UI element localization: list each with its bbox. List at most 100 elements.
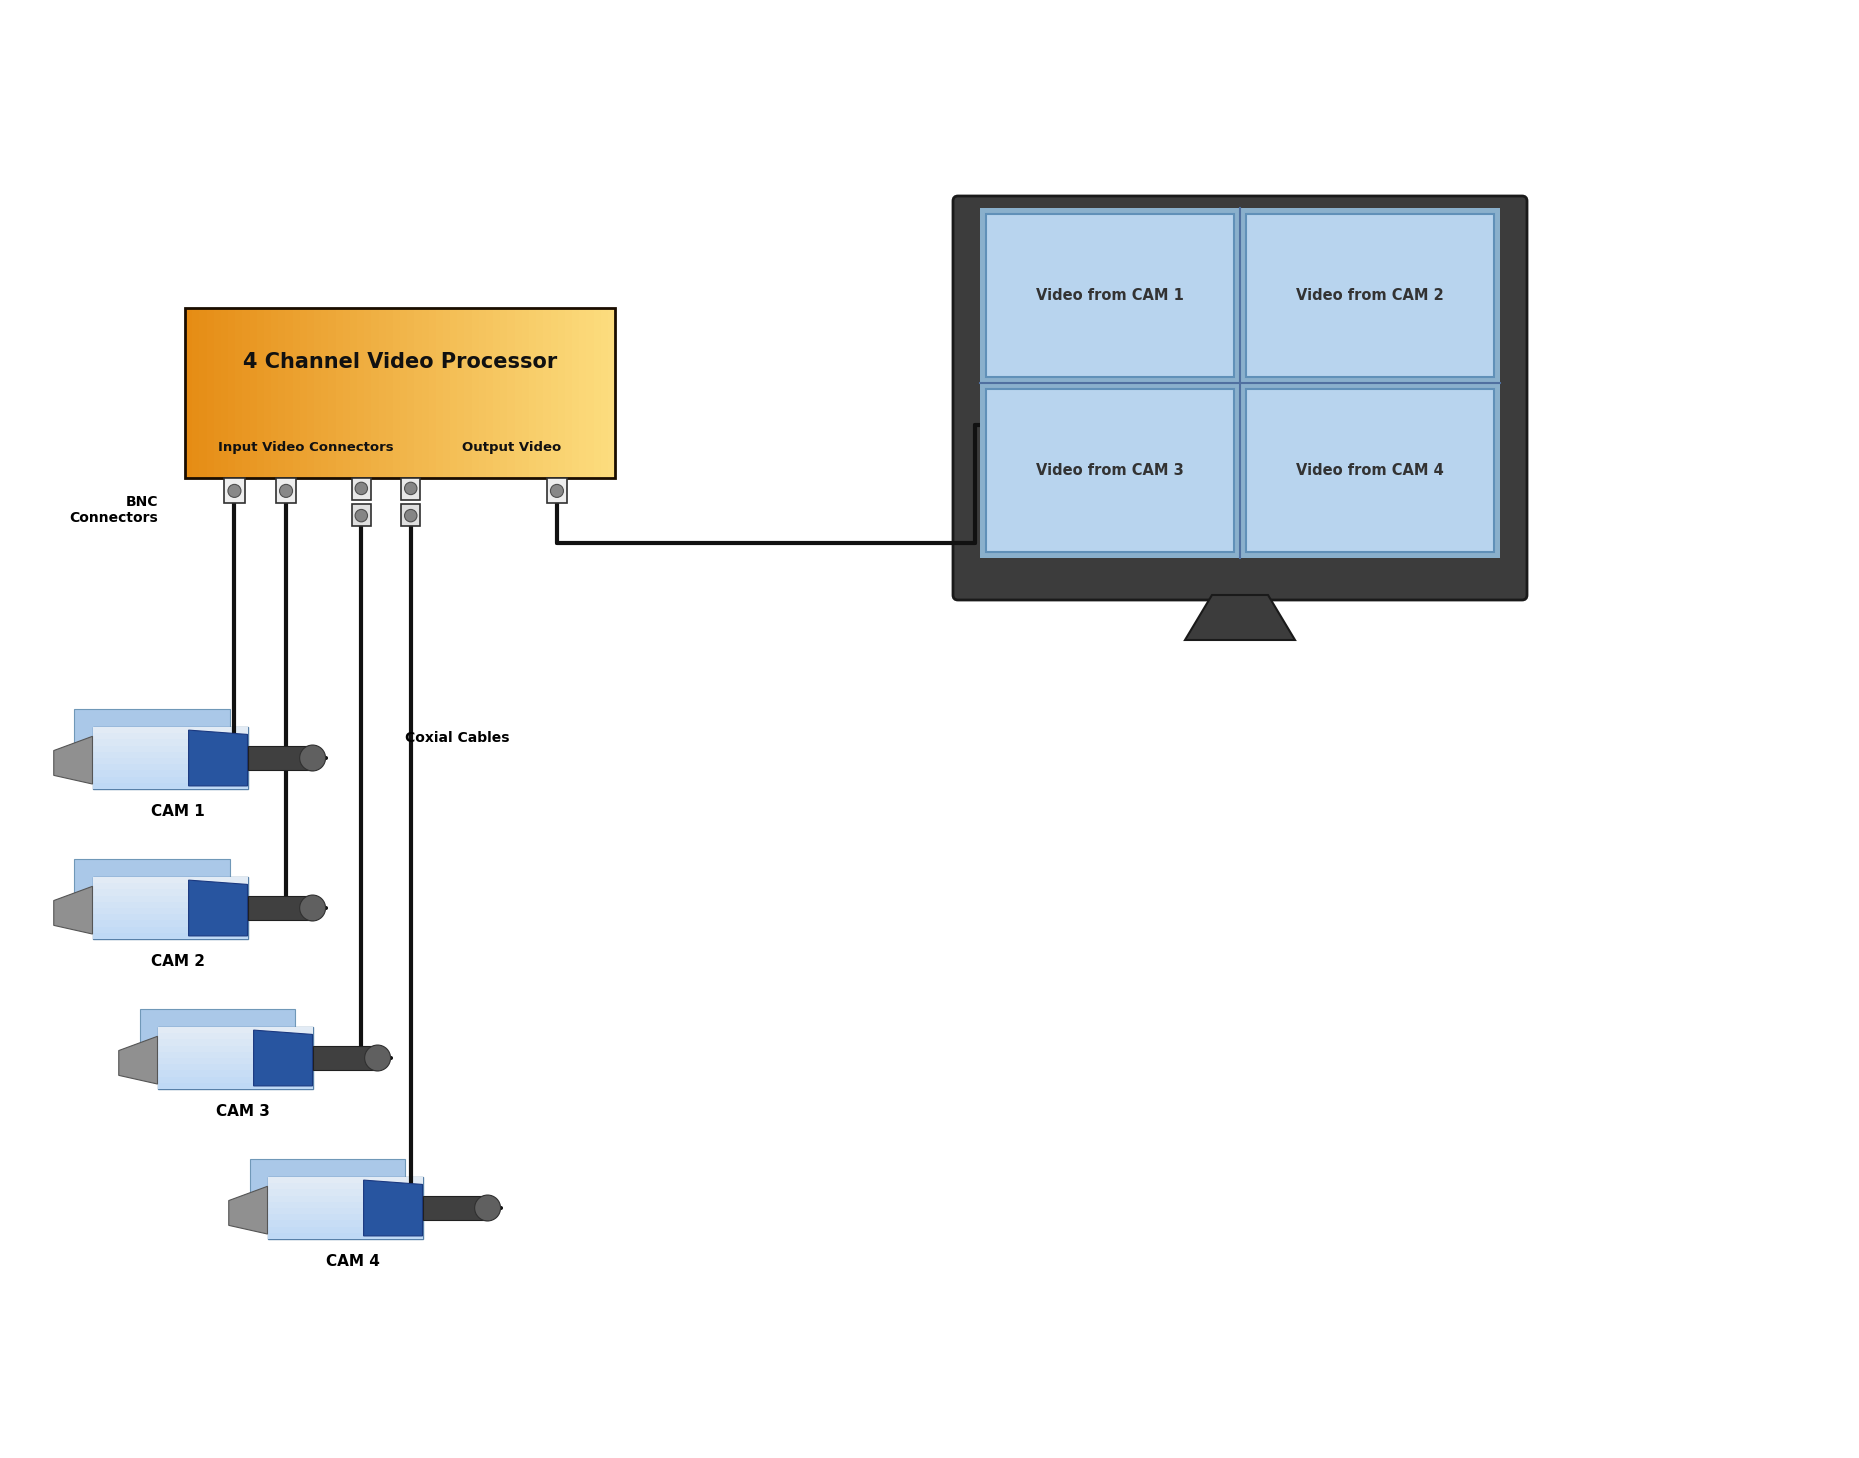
Bar [480,308,487,478]
Polygon shape [139,1009,294,1072]
Bar [284,308,294,478]
Circle shape [550,484,563,497]
Polygon shape [119,1037,158,1085]
Bar [236,308,244,478]
Bar [379,308,387,478]
Text: CAM 4: CAM 4 [325,1254,379,1268]
Bar [573,308,580,478]
Bar [158,1026,312,1034]
Circle shape [355,509,368,522]
Bar [385,308,394,478]
Bar [515,308,522,478]
Bar [268,1177,422,1184]
Bar [565,308,573,478]
Text: Input Video Connectors: Input Video Connectors [218,440,394,453]
Circle shape [229,484,242,497]
Bar [268,1226,422,1233]
Text: 4 Channel Video Processor: 4 Channel Video Processor [244,353,558,372]
Bar [980,208,1500,558]
Text: BNC
Connectors: BNC Connectors [69,494,158,525]
Polygon shape [253,1031,312,1086]
Bar [608,308,615,478]
Bar [493,308,502,478]
Bar [429,308,437,478]
Bar [221,308,229,478]
Text: CAM 2: CAM 2 [151,954,204,970]
Polygon shape [268,1177,422,1239]
Bar [485,308,494,478]
Bar [93,733,247,739]
Polygon shape [158,1026,312,1089]
Polygon shape [54,886,93,935]
Bar [93,914,247,920]
Bar [392,308,402,478]
Bar [186,308,193,478]
Bar [279,308,286,478]
Text: CAM 3: CAM 3 [216,1104,270,1118]
Bar [457,308,465,478]
Bar [93,758,247,764]
Bar [535,308,545,478]
Bar [593,308,602,478]
Bar [586,308,595,478]
Bar [158,1051,312,1059]
Bar [415,308,422,478]
Bar [247,746,312,770]
Bar [268,1220,422,1226]
Bar [158,1083,312,1089]
Bar [268,1184,422,1190]
Circle shape [364,1045,390,1072]
Text: Video from CAM 1: Video from CAM 1 [1035,289,1184,303]
Bar [93,878,247,884]
Polygon shape [54,736,93,784]
Bar [93,903,247,908]
Bar [93,908,247,914]
Circle shape [279,484,292,497]
Bar [93,777,247,783]
Bar [351,504,370,526]
Bar [268,1196,422,1201]
Bar [271,308,279,478]
Bar [402,478,420,500]
Bar [985,389,1234,553]
Bar [550,308,560,478]
Bar [465,308,472,478]
Bar [268,1233,422,1239]
Circle shape [299,895,325,921]
Text: Video from CAM 2: Video from CAM 2 [1296,289,1444,303]
Text: Coxial Cables: Coxial Cables [405,730,509,745]
Bar [307,308,314,478]
Bar [158,1070,312,1076]
Bar [199,308,208,478]
Bar [158,1045,312,1051]
Bar [264,308,271,478]
Polygon shape [188,730,247,786]
Bar [186,308,615,478]
Bar [1246,389,1495,553]
Bar [543,308,552,478]
Bar [268,1201,422,1209]
Bar [600,308,610,478]
Bar [247,897,312,920]
Bar [158,1076,312,1083]
Bar [93,884,247,889]
Bar [292,308,301,478]
Bar [93,783,247,789]
Bar [257,308,264,478]
FancyBboxPatch shape [954,195,1526,601]
Bar [93,764,247,770]
Bar [158,1034,312,1040]
Bar [547,478,567,503]
Text: Video from CAM 4: Video from CAM 4 [1296,464,1444,478]
Bar [93,889,247,895]
Bar [508,308,515,478]
Bar [314,308,322,478]
Bar [158,1059,312,1064]
Polygon shape [1184,595,1296,640]
Circle shape [299,745,325,771]
Bar [402,504,420,526]
Bar [985,214,1234,378]
Circle shape [405,509,416,522]
Bar [442,308,452,478]
Bar [400,308,409,478]
